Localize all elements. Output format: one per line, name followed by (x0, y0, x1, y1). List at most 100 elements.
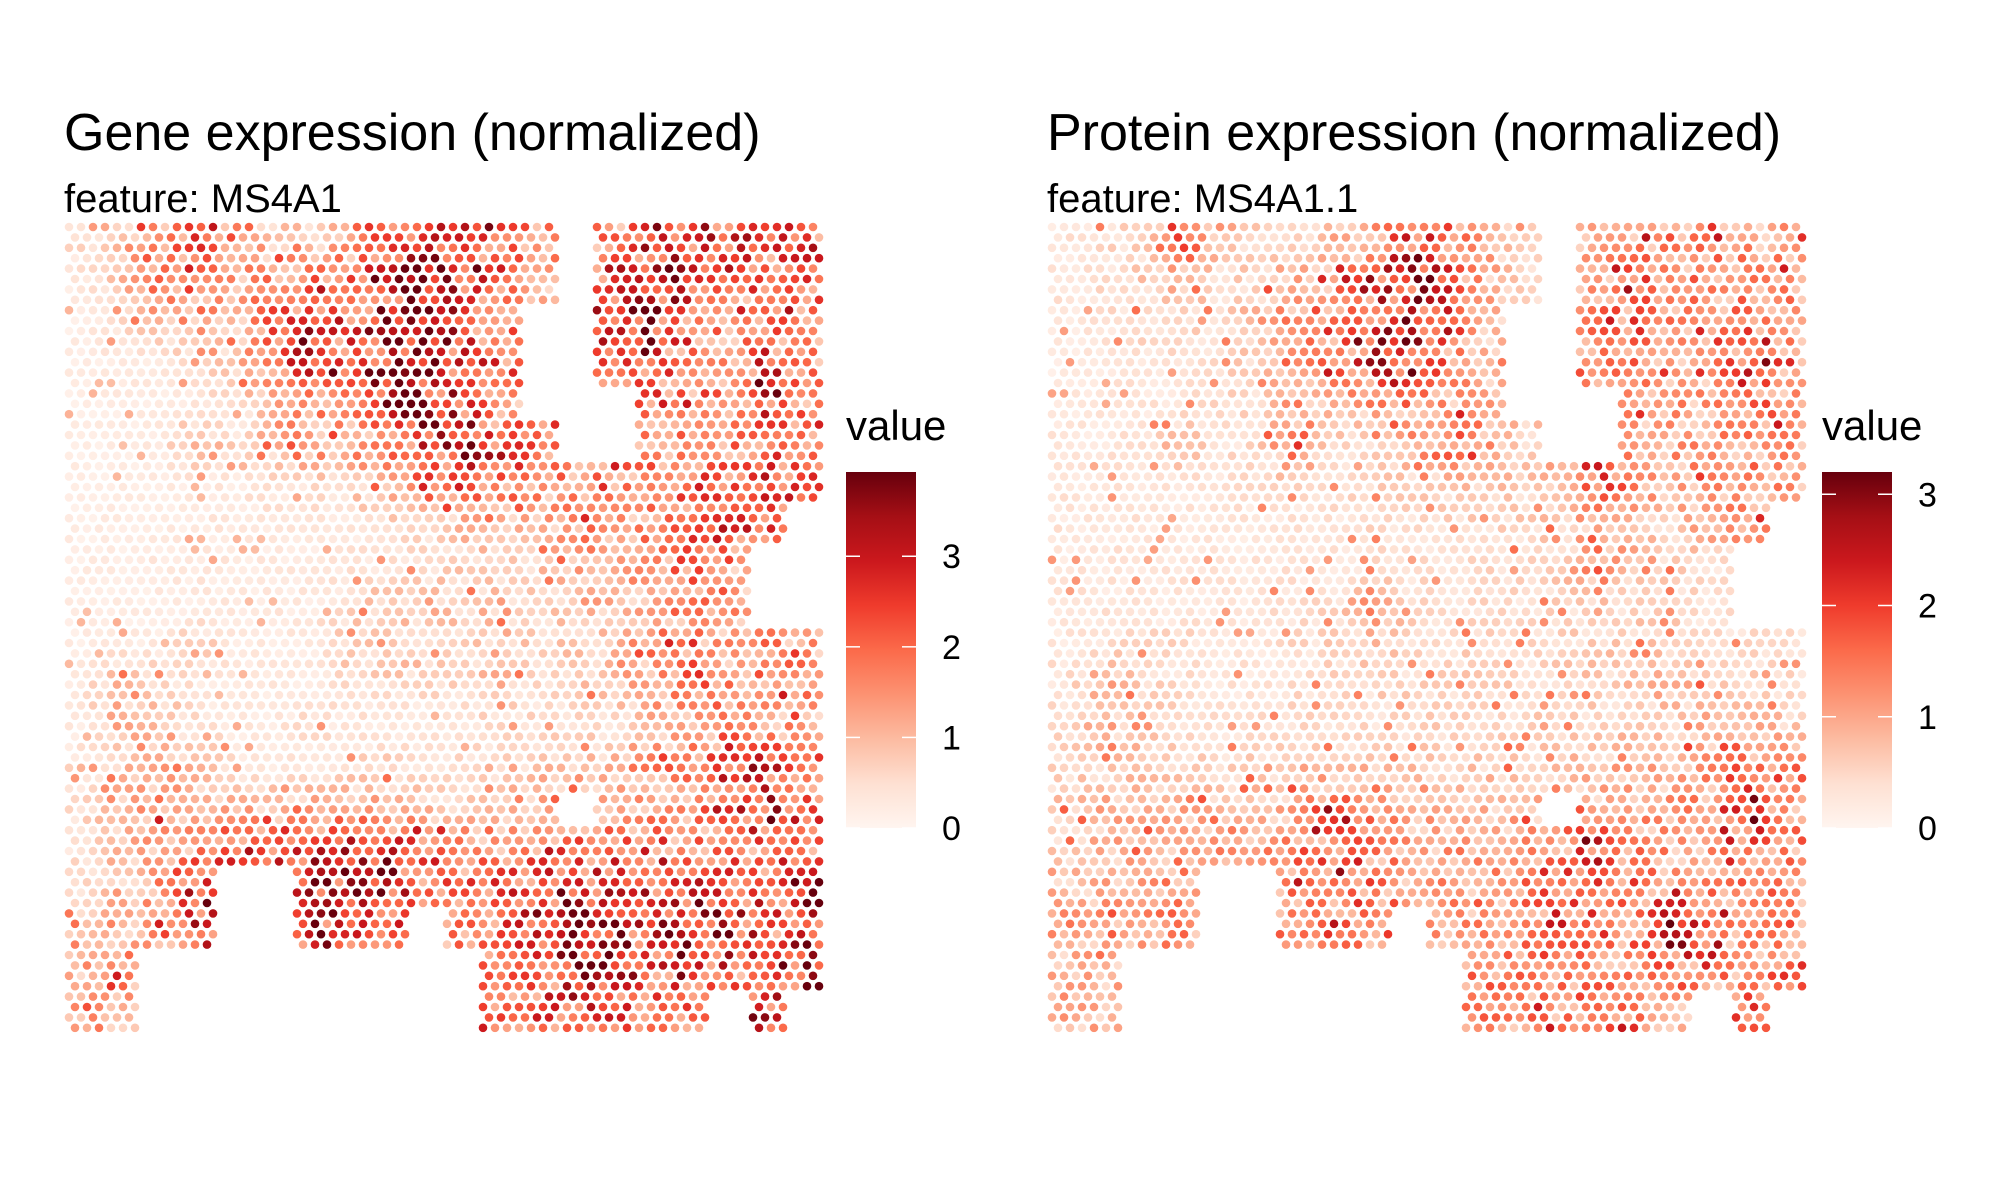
spot (118, 773, 128, 783)
spot (274, 461, 284, 471)
spot (454, 940, 464, 949)
spot (406, 669, 416, 679)
spot (748, 264, 758, 273)
spot (424, 326, 434, 336)
spot (622, 482, 632, 492)
spot (514, 732, 524, 741)
spot (1371, 222, 1381, 232)
spot (412, 721, 422, 731)
spot (454, 649, 464, 658)
spot (418, 711, 428, 721)
spot (616, 721, 626, 731)
spot (334, 441, 344, 450)
spot (688, 347, 698, 357)
spot (286, 753, 296, 762)
spot (736, 659, 746, 669)
spot (70, 836, 80, 845)
spot (130, 794, 140, 804)
spot (1647, 222, 1657, 232)
spot (742, 753, 752, 762)
spot (616, 867, 626, 877)
spot (184, 680, 194, 689)
spot (460, 721, 470, 731)
spot (754, 877, 764, 887)
spot (220, 659, 230, 669)
spot (190, 316, 200, 325)
spot (1791, 305, 1801, 315)
spot (94, 898, 104, 908)
spot (664, 784, 674, 793)
spot (250, 378, 260, 388)
spot (238, 857, 248, 866)
spot (730, 565, 740, 575)
spot (724, 867, 734, 877)
spot (1413, 295, 1423, 305)
spot (508, 222, 518, 232)
spot (466, 815, 476, 825)
spot (796, 368, 806, 377)
spot (508, 326, 518, 336)
spot (208, 493, 218, 502)
spot (532, 222, 542, 232)
spot (346, 753, 356, 762)
spot (142, 753, 152, 762)
spot (460, 472, 470, 481)
spot (754, 441, 764, 450)
spot (808, 264, 818, 273)
spot (562, 1002, 572, 1012)
spot (814, 961, 824, 970)
spot (1677, 233, 1687, 242)
spot (538, 628, 548, 637)
spot (1137, 253, 1147, 263)
spot (682, 794, 692, 804)
spot (172, 222, 182, 232)
spot (598, 649, 608, 658)
spot (1101, 233, 1111, 242)
spot (718, 711, 728, 721)
spot (310, 545, 320, 554)
spot (790, 357, 800, 367)
spot (526, 898, 536, 908)
spot (100, 555, 110, 565)
spot (484, 617, 494, 627)
spot (538, 690, 548, 700)
spot (1461, 233, 1471, 242)
spot (316, 222, 326, 232)
spot (652, 472, 662, 481)
spot (592, 222, 602, 232)
spot (256, 451, 266, 461)
spot (490, 732, 500, 741)
spot (508, 950, 518, 960)
spot (310, 628, 320, 637)
spot (190, 898, 200, 908)
spot (262, 295, 272, 305)
spot (730, 857, 740, 866)
spot (172, 555, 182, 565)
spot (238, 461, 248, 471)
spot (1431, 243, 1441, 253)
spot (508, 659, 518, 669)
spot (448, 805, 458, 814)
spot (166, 836, 176, 845)
spot (118, 378, 128, 388)
spot (748, 867, 758, 877)
spot (94, 482, 104, 492)
spot (364, 409, 374, 419)
spot (196, 243, 206, 253)
spot (1263, 264, 1273, 273)
spot (76, 576, 86, 585)
spot (166, 378, 176, 388)
spot (742, 794, 752, 804)
spot (520, 929, 530, 939)
spot (190, 545, 200, 554)
spot (88, 846, 98, 856)
spot (178, 545, 188, 554)
spot (640, 784, 650, 793)
spot (322, 586, 332, 596)
spot (694, 607, 704, 617)
spot (430, 378, 440, 388)
spot (790, 378, 800, 388)
spot (376, 493, 386, 502)
panel-title: Gene expression (normalized) (64, 104, 761, 162)
spot (250, 524, 260, 533)
